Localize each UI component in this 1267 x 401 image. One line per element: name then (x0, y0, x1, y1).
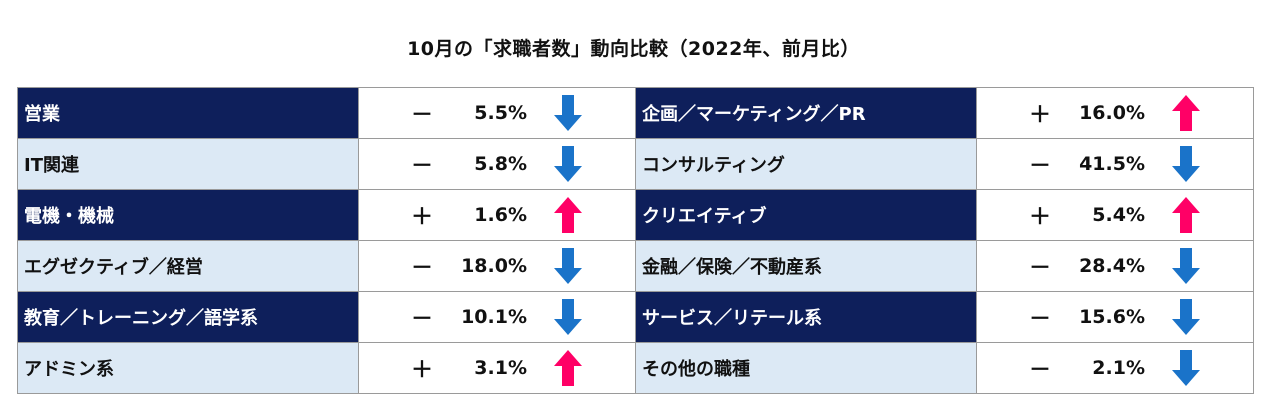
category-cell: サービス／リテール系 (635, 291, 977, 343)
change-cell: － 28.4% (976, 240, 1254, 292)
comparison-table: 営業 － 5.5% 企画／マーケティング／PR ＋ 16.0% IT関連 － 5.8% コンサルテ… (17, 87, 1254, 394)
change-value: 16.0% (1079, 102, 1145, 124)
arrow-down-icon (554, 248, 582, 284)
arrow-up-icon (1172, 95, 1200, 131)
change-sign: ＋ (411, 358, 434, 383)
change-value: 15.6% (1079, 306, 1145, 328)
table-row: IT関連 － 5.8% コンサルティング － 41.5% (17, 138, 1254, 190)
change-value: 18.0% (461, 255, 527, 277)
category-cell: 金融／保険／不動産系 (635, 240, 977, 292)
table-row: アドミン系 ＋ 3.1% その他の職種 － 2.1% (17, 342, 1254, 394)
change-sign: － (411, 307, 434, 332)
table-row: エグゼクティブ／経営 － 18.0% 金融／保険／不動産系 － 28.4% (17, 240, 1254, 292)
category-cell: その他の職種 (635, 342, 977, 394)
arrow-down-icon (554, 146, 582, 182)
category-cell: 企画／マーケティング／PR (635, 87, 977, 139)
change-cell: － 18.0% (358, 240, 636, 292)
category-cell: コンサルティング (635, 138, 977, 190)
arrow-up-icon (554, 197, 582, 233)
change-cell: ＋ 5.4% (976, 189, 1254, 241)
category-cell: 教育／トレーニング／語学系 (17, 291, 359, 343)
change-cell: ＋ 16.0% (976, 87, 1254, 139)
change-cell: － 2.1% (976, 342, 1254, 394)
change-value: 5.4% (1092, 204, 1145, 226)
change-cell: － 10.1% (358, 291, 636, 343)
category-cell: アドミン系 (17, 342, 359, 394)
change-value: 2.1% (1092, 357, 1145, 379)
change-value: 5.8% (474, 153, 527, 175)
change-sign: － (411, 256, 434, 281)
change-value: 10.1% (461, 306, 527, 328)
change-sign: － (411, 103, 434, 128)
change-sign: － (1029, 154, 1052, 179)
change-sign: ＋ (411, 205, 434, 230)
change-cell: ＋ 3.1% (358, 342, 636, 394)
change-value: 28.4% (1079, 255, 1145, 277)
change-cell: － 5.8% (358, 138, 636, 190)
arrow-up-icon (1172, 197, 1200, 233)
category-cell: エグゼクティブ／経営 (17, 240, 359, 292)
change-sign: － (1029, 358, 1052, 383)
change-sign: － (411, 154, 434, 179)
arrow-down-icon (554, 95, 582, 131)
table-row: 営業 － 5.5% 企画／マーケティング／PR ＋ 16.0% (17, 87, 1254, 139)
category-cell: クリエイティブ (635, 189, 977, 241)
category-cell: 電機・機械 (17, 189, 359, 241)
arrow-down-icon (1172, 146, 1200, 182)
change-cell: ＋ 1.6% (358, 189, 636, 241)
change-value: 3.1% (474, 357, 527, 379)
change-sign: ＋ (1029, 205, 1052, 230)
table-row: 教育／トレーニング／語学系 － 10.1% サービス／リテール系 － 15.6% (17, 291, 1254, 343)
table-row: 電機・機械 ＋ 1.6% クリエイティブ ＋ 5.4% (17, 189, 1254, 241)
arrow-down-icon (554, 299, 582, 335)
arrow-down-icon (1172, 350, 1200, 386)
change-value: 1.6% (474, 204, 527, 226)
change-cell: － 41.5% (976, 138, 1254, 190)
change-sign: － (1029, 256, 1052, 281)
change-value: 41.5% (1079, 153, 1145, 175)
category-cell: IT関連 (17, 138, 359, 190)
change-cell: － 15.6% (976, 291, 1254, 343)
arrow-up-icon (554, 350, 582, 386)
category-cell: 営業 (17, 87, 359, 139)
page-title: 10月の「求職者数」動向比較（2022年、前月比） (407, 38, 860, 60)
change-sign: ＋ (1029, 103, 1052, 128)
change-value: 5.5% (474, 102, 527, 124)
arrow-down-icon (1172, 248, 1200, 284)
change-cell: － 5.5% (358, 87, 636, 139)
arrow-down-icon (1172, 299, 1200, 335)
change-sign: － (1029, 307, 1052, 332)
